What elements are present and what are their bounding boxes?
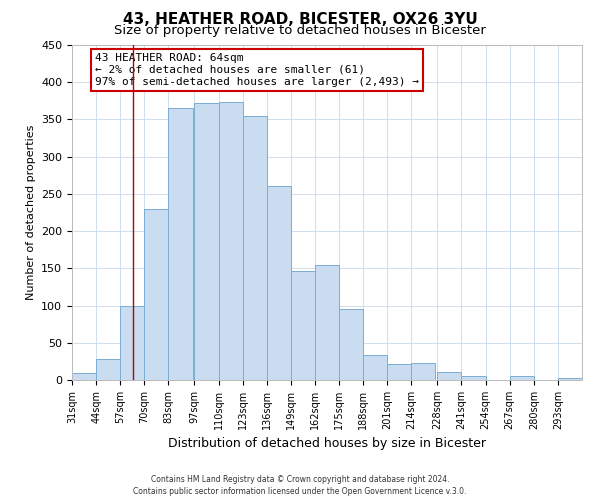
Bar (267, 186, 291, 380)
Bar (242, 116, 267, 380)
Bar (169, 108, 193, 380)
Text: Contains HM Land Registry data © Crown copyright and database right 2024.
Contai: Contains HM Land Registry data © Crown c… (133, 474, 467, 496)
Bar (412, 363, 436, 380)
Text: 43 HEATHER ROAD: 64sqm
← 2% of detached houses are smaller (61)
97% of semi-deta: 43 HEATHER ROAD: 64sqm ← 2% of detached … (95, 54, 419, 86)
Bar (509, 376, 534, 380)
Bar (315, 266, 339, 380)
Text: Size of property relative to detached houses in Bicester: Size of property relative to detached ho… (114, 24, 486, 37)
X-axis label: Distribution of detached houses by size in Bicester: Distribution of detached houses by size … (168, 438, 486, 450)
Bar (96, 359, 120, 380)
Bar (291, 270, 315, 380)
Bar (339, 310, 363, 380)
Bar (145, 209, 169, 380)
Bar (72, 372, 96, 380)
Bar (363, 356, 387, 380)
Bar (387, 364, 412, 380)
Bar (437, 372, 461, 380)
Bar (558, 378, 582, 380)
Bar (461, 376, 485, 380)
Bar (218, 102, 242, 380)
Bar (120, 306, 145, 380)
Bar (194, 103, 218, 380)
Text: 43, HEATHER ROAD, BICESTER, OX26 3YU: 43, HEATHER ROAD, BICESTER, OX26 3YU (122, 12, 478, 28)
Y-axis label: Number of detached properties: Number of detached properties (26, 125, 35, 300)
